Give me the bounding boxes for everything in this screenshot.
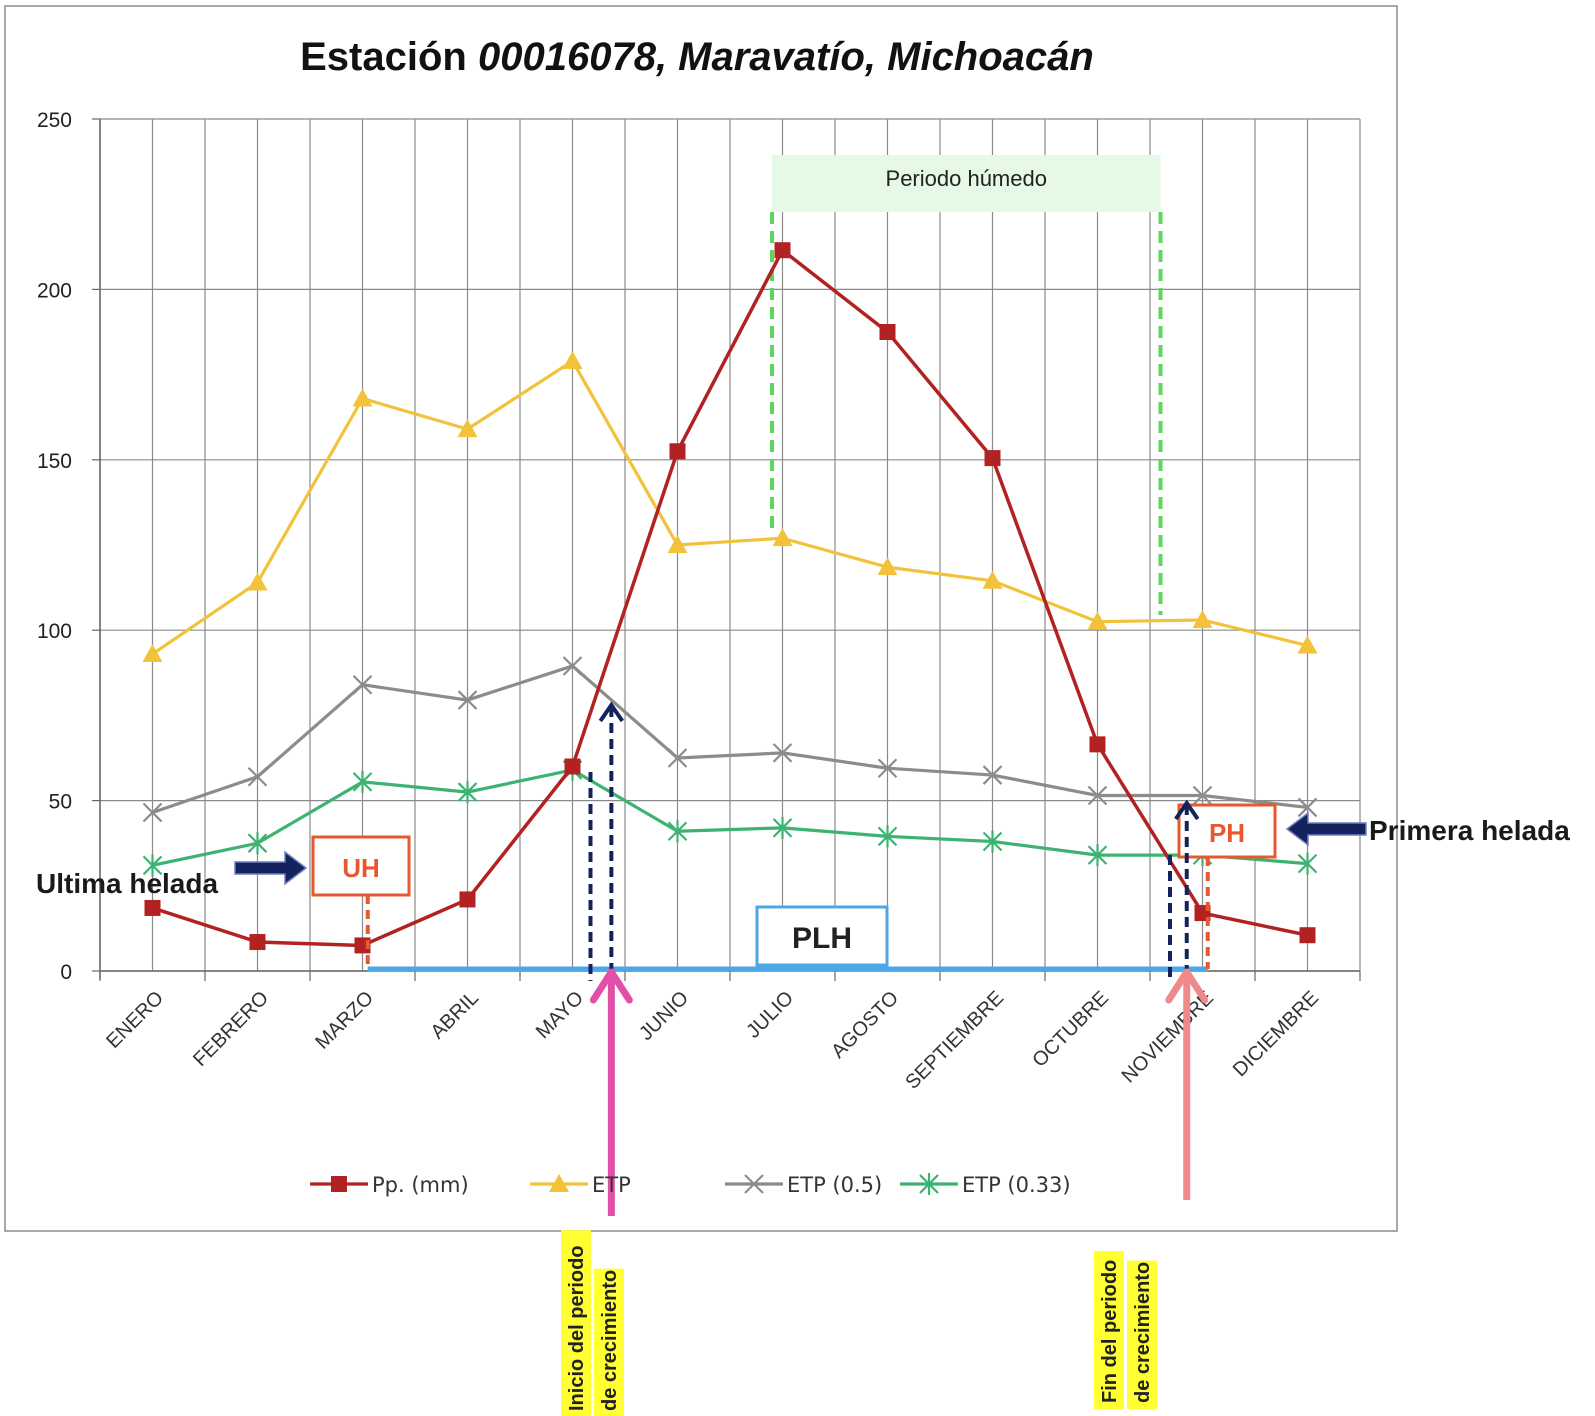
y-tick-label: 200: [37, 279, 72, 302]
marker-x: [877, 758, 898, 779]
marker-square: [144, 899, 161, 916]
growth-start-arrow-head: [589, 968, 633, 1004]
wet-period-band: Periodo húmedo: [770, 155, 1163, 615]
marker-triangle: [562, 350, 583, 369]
marker-triangle: [667, 535, 688, 553]
marker-x: [247, 766, 268, 787]
series-line: [151, 358, 1308, 656]
marker-star: [919, 1173, 939, 1195]
marker-x: [1297, 797, 1318, 818]
marker-square: [669, 443, 686, 460]
series-line: [152, 768, 1308, 867]
marker-square: [564, 758, 581, 775]
plh-box: [755, 905, 889, 967]
marker-x: [744, 1174, 764, 1194]
growth-end-dash-1-arrowhead: [1174, 799, 1200, 821]
growth-start-label-2: de crecimiento: [599, 1270, 621, 1411]
marker-square: [459, 891, 476, 908]
marker-x: [457, 690, 478, 710]
chart-frame: [4, 5, 1398, 1232]
marker-x: [352, 674, 373, 695]
marker-triangle: [982, 570, 1003, 589]
growth-end-arrow-head: [1165, 968, 1209, 1004]
marker-x: [562, 656, 583, 676]
marker-triangle: [772, 528, 793, 547]
marker-triangle: [877, 557, 898, 576]
marker-x: [142, 802, 163, 823]
y-tick-label: 50: [49, 791, 72, 814]
uh-box: [311, 835, 411, 897]
legend-item: ETP (0.5): [725, 1173, 882, 1197]
series-etp-0-5-: [142, 656, 1318, 823]
marker-square: [774, 242, 791, 259]
legend-item: Pp. (mm): [310, 1173, 469, 1197]
legend-label: ETP (0.5): [787, 1173, 882, 1197]
y-tick-label: 0: [60, 961, 72, 984]
marker-square: [879, 324, 896, 340]
marker-star: [247, 832, 268, 855]
marker-square: [331, 1176, 347, 1192]
last-frost-arrow: [234, 850, 308, 886]
series-line: [151, 664, 1308, 815]
marker-triangle: [1297, 635, 1318, 654]
marker-star: [772, 816, 793, 839]
wet-period-box: [772, 155, 1161, 212]
chart-title: Estación 00016078, Maravatío, Michoacán: [300, 35, 1094, 79]
series-line: [151, 247, 1308, 948]
marker-x: [667, 748, 688, 768]
marker-x: [1087, 785, 1108, 806]
marker-x: [772, 743, 793, 763]
marker-star: [1297, 852, 1318, 875]
marker-square: [249, 934, 266, 951]
marker-triangle: [1087, 611, 1108, 630]
growth-start-label-1-highlight: [561, 1230, 591, 1416]
marker-square: [984, 450, 1001, 467]
marker-star: [1087, 844, 1108, 867]
series-etp: [142, 350, 1318, 663]
series-pp-mm-: [144, 242, 1316, 954]
legend-label: Pp. (mm): [372, 1173, 469, 1197]
legend: Pp. (mm) ETP ETP (0.5) ETP (0.33): [310, 1173, 1071, 1197]
marker-triangle: [247, 572, 268, 591]
marker-triangle: [352, 388, 373, 407]
marker-x: [982, 765, 1003, 785]
marker-triangle: [457, 419, 478, 438]
marker-star: [667, 820, 688, 843]
marker-star: [352, 770, 373, 793]
annotations: PLH UH Ultima helada PH Primera helada Inicio…: [36, 701, 1570, 1416]
legend-item: ETP (0.33): [900, 1173, 1071, 1197]
marker-star: [877, 825, 898, 848]
marker-triangle: [142, 644, 163, 663]
uh-label: UH: [342, 853, 380, 883]
marker-star: [457, 781, 478, 804]
growth-end-label-2: de crecimiento: [1132, 1262, 1154, 1403]
legend-item: ETP: [530, 1173, 631, 1197]
y-tick-label: 100: [37, 620, 72, 643]
wet-period-label: Periodo húmedo: [886, 166, 1047, 191]
series-layer: [142, 242, 1318, 954]
plh-label: PLH: [792, 922, 852, 955]
last-frost-label: Ultima helada: [36, 868, 218, 899]
marker-square: [1299, 927, 1316, 944]
marker-star: [982, 830, 1003, 853]
marker-x: [1192, 785, 1213, 806]
growth-start-label-1: Inicio del periodo: [566, 1245, 588, 1411]
growth-start-dash-2-arrowhead: [598, 701, 624, 723]
growth-end-label-2-highlight: [1127, 1260, 1157, 1409]
y-tick-label: 250: [37, 109, 72, 132]
marker-triangle: [549, 1174, 569, 1192]
first-frost-label: Primera helada: [1369, 815, 1570, 846]
ph-label: PH: [1209, 818, 1245, 848]
legend-label: ETP: [592, 1173, 631, 1197]
first-frost-arrow: [1285, 811, 1367, 847]
legend-label: ETP (0.33): [962, 1173, 1071, 1197]
growth-end-label-1-highlight: [1094, 1251, 1124, 1409]
growth-end-label-1: Fin del periodo: [1099, 1260, 1121, 1403]
marker-triangle: [1192, 609, 1213, 628]
marker-square: [1089, 736, 1106, 753]
growth-start-label-2-highlight: [594, 1268, 624, 1416]
y-tick-label: 150: [37, 450, 72, 473]
marker-star: [142, 854, 163, 877]
